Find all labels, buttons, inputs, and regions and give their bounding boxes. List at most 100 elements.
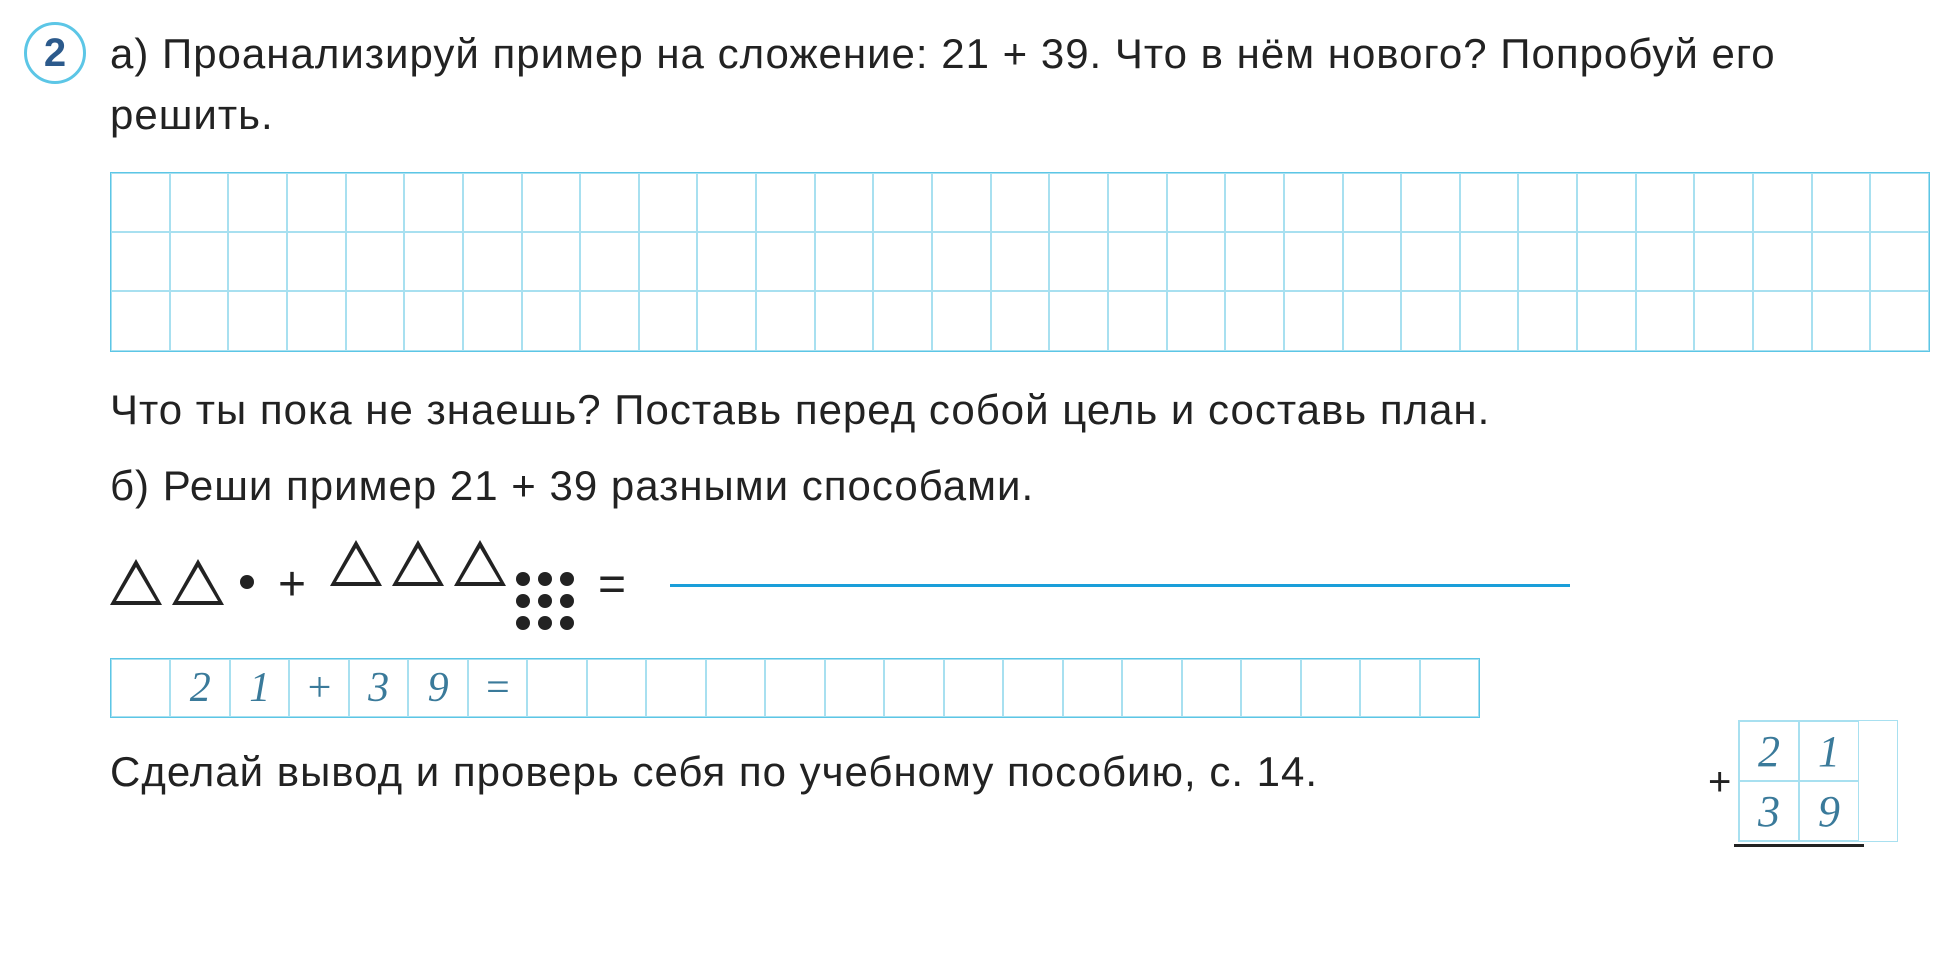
equation-cell[interactable]: 3 bbox=[349, 659, 408, 717]
grid-cell[interactable] bbox=[1284, 173, 1343, 232]
grid-cell[interactable] bbox=[1812, 232, 1871, 291]
grid-cell[interactable] bbox=[1870, 291, 1929, 350]
grid-cell[interactable] bbox=[111, 173, 170, 232]
grid-cell[interactable] bbox=[639, 291, 698, 350]
grid-cell[interactable] bbox=[697, 232, 756, 291]
grid-cell[interactable] bbox=[463, 291, 522, 350]
grid-cell[interactable] bbox=[1225, 291, 1284, 350]
grid-cell[interactable] bbox=[1049, 232, 1108, 291]
equation-cell[interactable] bbox=[1003, 659, 1062, 717]
equation-cell[interactable] bbox=[527, 659, 586, 717]
grid-cell[interactable] bbox=[697, 173, 756, 232]
grid-cell[interactable] bbox=[1343, 232, 1402, 291]
grid-cell[interactable] bbox=[287, 291, 346, 350]
grid-cell[interactable] bbox=[1343, 291, 1402, 350]
equation-cell[interactable]: 9 bbox=[408, 659, 467, 717]
grid-cell[interactable] bbox=[1753, 291, 1812, 350]
grid-cell[interactable] bbox=[522, 291, 581, 350]
grid-cell[interactable] bbox=[1284, 291, 1343, 350]
grid-cell[interactable] bbox=[697, 291, 756, 350]
grid-cell[interactable] bbox=[1401, 232, 1460, 291]
equation-cell[interactable] bbox=[1182, 659, 1241, 717]
grid-cell[interactable] bbox=[346, 173, 405, 232]
grid-cell[interactable] bbox=[873, 232, 932, 291]
grid-cell[interactable] bbox=[1167, 232, 1226, 291]
grid-cell[interactable] bbox=[404, 173, 463, 232]
grid-cell[interactable] bbox=[404, 291, 463, 350]
grid-cell[interactable] bbox=[1167, 291, 1226, 350]
grid-cell[interactable] bbox=[1812, 291, 1871, 350]
grid-cell[interactable] bbox=[1460, 291, 1519, 350]
column-cell[interactable]: 1 bbox=[1799, 721, 1859, 781]
equation-cell[interactable]: = bbox=[468, 659, 527, 717]
equation-cell[interactable] bbox=[1420, 659, 1479, 717]
grid-cell[interactable] bbox=[756, 232, 815, 291]
grid-cell[interactable] bbox=[639, 232, 698, 291]
grid-cell[interactable] bbox=[1401, 291, 1460, 350]
grid-cell[interactable] bbox=[1636, 173, 1695, 232]
grid-cell[interactable] bbox=[1694, 232, 1753, 291]
grid-cell[interactable] bbox=[815, 232, 874, 291]
equation-cell[interactable] bbox=[706, 659, 765, 717]
grid-cell[interactable] bbox=[932, 291, 991, 350]
equation-cell[interactable] bbox=[111, 659, 170, 717]
grid-cell[interactable] bbox=[111, 232, 170, 291]
grid-cell[interactable] bbox=[170, 291, 229, 350]
grid-cell[interactable] bbox=[580, 173, 639, 232]
grid-cell[interactable] bbox=[1284, 232, 1343, 291]
equation-cell[interactable] bbox=[944, 659, 1003, 717]
grid-cell[interactable] bbox=[1518, 232, 1577, 291]
equation-cell[interactable] bbox=[884, 659, 943, 717]
equation-cell[interactable] bbox=[1122, 659, 1181, 717]
grid-cell[interactable] bbox=[404, 232, 463, 291]
answer-blank-line[interactable] bbox=[670, 582, 1570, 587]
grid-cell[interactable] bbox=[1577, 173, 1636, 232]
grid-cell[interactable] bbox=[170, 232, 229, 291]
grid-cell[interactable] bbox=[228, 173, 287, 232]
grid-cell[interactable] bbox=[1870, 232, 1929, 291]
grid-cell[interactable] bbox=[815, 173, 874, 232]
grid-cell[interactable] bbox=[873, 291, 932, 350]
grid-cell[interactable] bbox=[932, 173, 991, 232]
grid-cell[interactable] bbox=[991, 291, 1050, 350]
grid-cell[interactable] bbox=[991, 173, 1050, 232]
grid-cell[interactable] bbox=[1870, 173, 1929, 232]
grid-cell[interactable] bbox=[1694, 291, 1753, 350]
grid-cell[interactable] bbox=[287, 173, 346, 232]
grid-cell[interactable] bbox=[111, 291, 170, 350]
grid-cell[interactable] bbox=[756, 173, 815, 232]
grid-cell[interactable] bbox=[1460, 232, 1519, 291]
grid-cell[interactable] bbox=[228, 291, 287, 350]
grid-cell[interactable] bbox=[1049, 291, 1108, 350]
grid-cell[interactable] bbox=[463, 173, 522, 232]
grid-cell[interactable] bbox=[1636, 291, 1695, 350]
equation-cell[interactable] bbox=[1301, 659, 1360, 717]
grid-cell[interactable] bbox=[1518, 173, 1577, 232]
equation-cell[interactable] bbox=[825, 659, 884, 717]
grid-cell[interactable] bbox=[228, 232, 287, 291]
grid-cell[interactable] bbox=[1577, 291, 1636, 350]
grid-cell[interactable] bbox=[580, 232, 639, 291]
equation-cell[interactable]: 2 bbox=[170, 659, 229, 717]
grid-cell[interactable] bbox=[346, 232, 405, 291]
grid-cell[interactable] bbox=[522, 173, 581, 232]
grid-cell[interactable] bbox=[287, 232, 346, 291]
equation-cell[interactable] bbox=[1063, 659, 1122, 717]
grid-cell[interactable] bbox=[932, 232, 991, 291]
column-cell[interactable]: 3 bbox=[1739, 781, 1799, 841]
grid-cell[interactable] bbox=[1167, 173, 1226, 232]
grid-cell[interactable] bbox=[1577, 232, 1636, 291]
grid-cell[interactable] bbox=[756, 291, 815, 350]
grid-cell[interactable] bbox=[1460, 173, 1519, 232]
equation-cell[interactable] bbox=[1241, 659, 1300, 717]
grid-cell[interactable] bbox=[639, 173, 698, 232]
grid-cell[interactable] bbox=[1108, 173, 1167, 232]
grid-cell[interactable] bbox=[522, 232, 581, 291]
grid-cell[interactable] bbox=[1225, 173, 1284, 232]
grid-cell[interactable] bbox=[1401, 173, 1460, 232]
grid-cell[interactable] bbox=[1636, 232, 1695, 291]
grid-cell[interactable] bbox=[580, 291, 639, 350]
grid-cell[interactable] bbox=[815, 291, 874, 350]
grid-cell[interactable] bbox=[1108, 291, 1167, 350]
grid-cell[interactable] bbox=[1049, 173, 1108, 232]
